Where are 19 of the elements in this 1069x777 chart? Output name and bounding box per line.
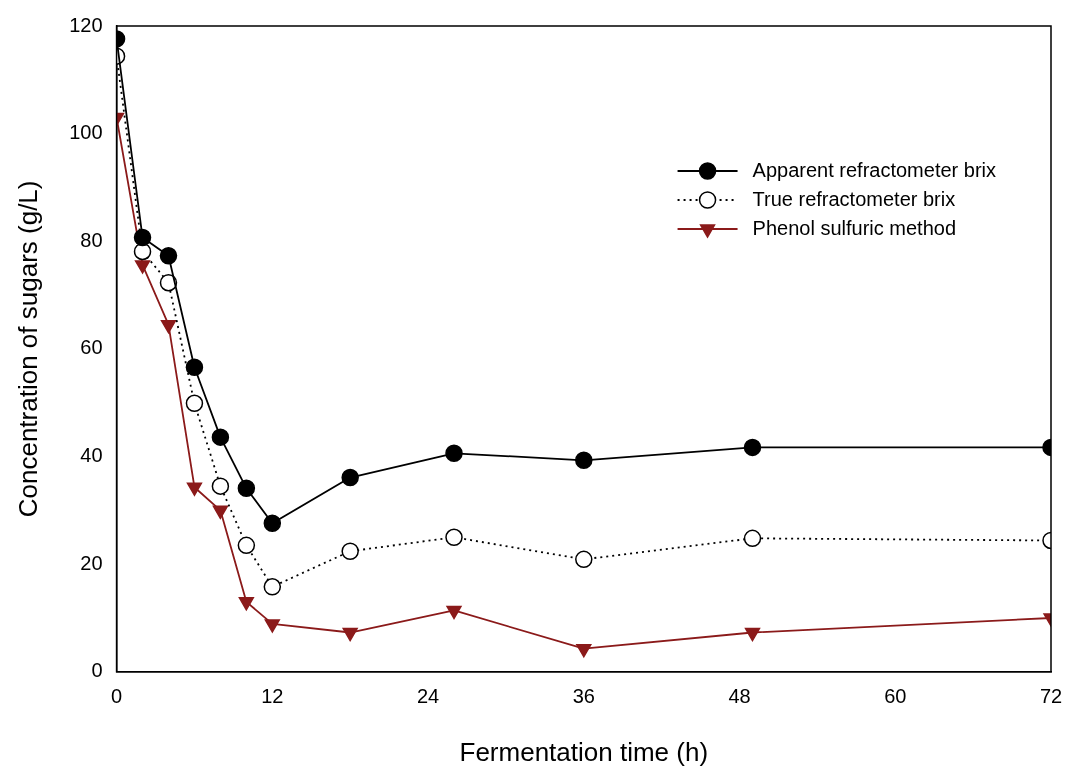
x-tick-label: 12 xyxy=(261,685,284,708)
legend-label: Phenol sulfuric method xyxy=(752,216,957,239)
x-tick-label: 72 xyxy=(1039,685,1063,708)
x-tick-label: 48 xyxy=(728,685,751,708)
y-tick-label: 40 xyxy=(80,444,103,467)
y-tick-label: 20 xyxy=(80,551,103,574)
x-axis-title: Fermentation time (h) xyxy=(459,736,709,767)
y-tick-label: 60 xyxy=(80,336,103,359)
y-tick-label: 120 xyxy=(69,13,103,36)
x-tick-label: 24 xyxy=(416,685,440,708)
legend-label: True refractometer brix xyxy=(752,187,956,210)
y-tick-label: 0 xyxy=(91,659,103,682)
y-axis-title: Concentration of sugars (g/L) xyxy=(12,180,43,518)
y-tick-label: 100 xyxy=(69,121,103,144)
x-tick-label: 36 xyxy=(572,685,595,708)
y-tick-label: 80 xyxy=(80,228,103,251)
x-tick-label: 0 xyxy=(111,685,123,708)
legend-label: Apparent refractometer brix xyxy=(752,158,996,181)
x-tick-label: 60 xyxy=(884,685,907,708)
